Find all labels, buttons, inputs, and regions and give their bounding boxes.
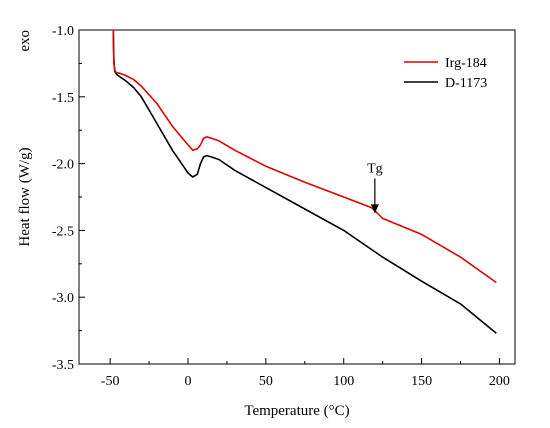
y-axis-ticks: -1.0 -1.5 -2.0 -2.5 -3.0 -3.5: [52, 24, 85, 373]
series-line-irg-184: [112, 29, 497, 284]
y-tick-label: -3.0: [52, 291, 74, 306]
corner-label: exo: [17, 30, 33, 52]
y-tick-label: -2.5: [52, 224, 74, 239]
annotation-tg-label: Tg: [367, 161, 383, 176]
series-layer: [112, 29, 497, 334]
y-axis-title: Heat flow (W/g): [17, 147, 33, 246]
legend: Irg-184 D-1173: [404, 56, 487, 91]
x-tick-label: 50: [259, 374, 273, 389]
x-tick-label: 100: [333, 374, 354, 389]
legend-label-irg-184: Irg-184: [445, 56, 487, 71]
x-axis-title: Temperature (°C): [244, 403, 349, 419]
series-line-d-1173: [112, 29, 497, 334]
y-tick-label: -1.0: [52, 24, 74, 39]
x-tick-label: 200: [489, 374, 510, 389]
x-tick-label: 0: [185, 374, 192, 389]
x-axis-ticks: -50 0 50 100 150 200: [101, 358, 510, 389]
y-tick-label: -2.0: [52, 158, 74, 173]
annotation-arrow-head: [370, 204, 379, 214]
y-tick-label: -3.5: [52, 358, 74, 373]
y-tick-label: -1.5: [52, 91, 74, 106]
annotation-layer: Tg: [367, 161, 383, 214]
x-tick-label: 150: [411, 374, 432, 389]
legend-label-d-1173: D-1173: [445, 76, 487, 91]
x-tick-label: -50: [101, 374, 120, 389]
